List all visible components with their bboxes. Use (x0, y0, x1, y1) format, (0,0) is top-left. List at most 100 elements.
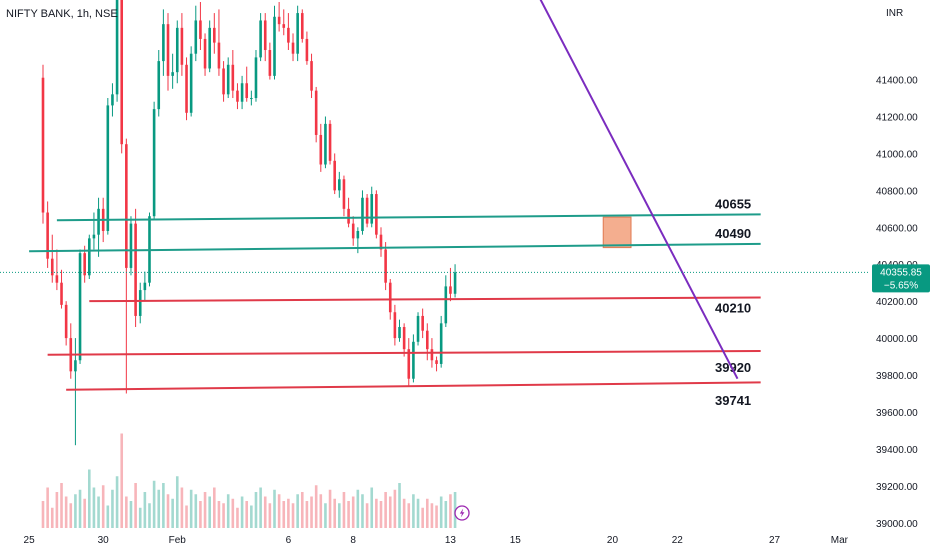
volume-bar (254, 492, 258, 528)
volume-bar (319, 494, 323, 528)
volume-bar (129, 501, 133, 528)
candle-body (180, 27, 184, 65)
volume-bar (263, 496, 267, 528)
candle-body (175, 27, 179, 73)
candle-body (250, 98, 253, 100)
candle-body (277, 16, 281, 25)
volume-bar (69, 503, 73, 528)
candle-body (375, 194, 378, 235)
volume-bar (143, 492, 147, 528)
volume-bar (402, 498, 406, 528)
volume-bar (189, 489, 193, 528)
candle-body (384, 249, 387, 283)
volume-bar (421, 507, 424, 528)
level-line-39741[interactable] (66, 381, 761, 391)
volume-bar (78, 489, 82, 528)
candle-body (171, 72, 174, 76)
volume-bar (365, 503, 369, 528)
level-label-40210: 40210 (715, 300, 751, 315)
volume-bar (41, 501, 45, 528)
candle-body (398, 327, 401, 339)
volume-bar (208, 496, 211, 528)
candle-body (83, 253, 86, 276)
candle-body (300, 13, 304, 39)
volume-bar (291, 503, 295, 528)
candle-body (435, 360, 438, 364)
candle-body (134, 223, 137, 316)
y-tick-label: 40200.00 (876, 297, 918, 308)
volume-bar (370, 487, 374, 528)
candle-body (115, 0, 119, 95)
volume-bar (379, 501, 383, 528)
volume-bar (106, 505, 110, 528)
volume-bar (231, 498, 235, 528)
y-tick-label: 41400.00 (876, 76, 918, 87)
volume-bar (333, 498, 336, 528)
candle-body (268, 50, 272, 76)
candle-body (393, 312, 397, 339)
volume-bar (300, 492, 304, 528)
candle-body (338, 179, 341, 191)
x-tick-label: 20 (607, 535, 619, 546)
candle-body (263, 20, 267, 51)
volume-bar (347, 501, 350, 528)
candle-body (351, 223, 355, 239)
candle-body (78, 253, 82, 361)
volume-bar (83, 498, 86, 528)
supply-zone[interactable] (602, 216, 632, 249)
volume-bar (97, 496, 100, 528)
candle-body (291, 42, 295, 54)
volume-bar (175, 476, 179, 528)
candle-body (356, 230, 360, 239)
volume-bar (361, 494, 364, 528)
candle-body (333, 160, 336, 191)
y-tick-label: 40600.00 (876, 223, 918, 234)
candle-body (226, 64, 230, 95)
candle-body (296, 13, 299, 54)
candle-body (453, 272, 457, 294)
last-price-badge[interactable] (872, 264, 930, 293)
volume-bar (226, 494, 230, 528)
volume-bar (338, 503, 341, 528)
volume-bar (162, 483, 165, 528)
trendline[interactable] (525, 0, 739, 380)
candle-body (50, 258, 54, 276)
candle-body (324, 123, 327, 165)
candle-body (194, 20, 198, 54)
x-tick-label: 13 (445, 535, 457, 546)
volume-bar (157, 489, 161, 528)
lightning-icon-bolt (459, 508, 465, 518)
volume-bar (328, 489, 332, 528)
candle-body (347, 208, 350, 224)
volume-bar (305, 501, 309, 528)
volume-bar (259, 487, 262, 528)
volume-bar (250, 505, 253, 528)
candle-body (46, 212, 49, 259)
volume-bar (282, 501, 286, 528)
volume-bar (412, 494, 415, 528)
candle-body (416, 315, 420, 342)
x-tick-label: 27 (769, 535, 781, 546)
volume-bar (111, 489, 114, 528)
candle-body (92, 234, 96, 239)
y-tick-label: 40000.00 (876, 334, 918, 345)
level-line-40210[interactable] (89, 296, 761, 303)
level-line-40655[interactable] (56, 213, 761, 222)
change-pct-text: −5.65% (884, 280, 918, 291)
volume-bar (384, 492, 387, 528)
volume-bar (50, 507, 54, 528)
candle-body (125, 144, 128, 268)
volume-bar (324, 503, 327, 528)
candle-body (282, 24, 286, 28)
level-label-40655: 40655 (715, 196, 751, 211)
candle-body (430, 349, 434, 361)
lightning-icon[interactable] (454, 505, 470, 521)
volume-bar (138, 507, 142, 528)
level-line-40490[interactable] (29, 242, 761, 253)
candle-body (402, 327, 406, 350)
level-line-39920[interactable] (47, 350, 761, 356)
candle-body (97, 208, 100, 235)
volume-bar (217, 501, 221, 528)
y-tick-label: 40800.00 (876, 186, 918, 197)
